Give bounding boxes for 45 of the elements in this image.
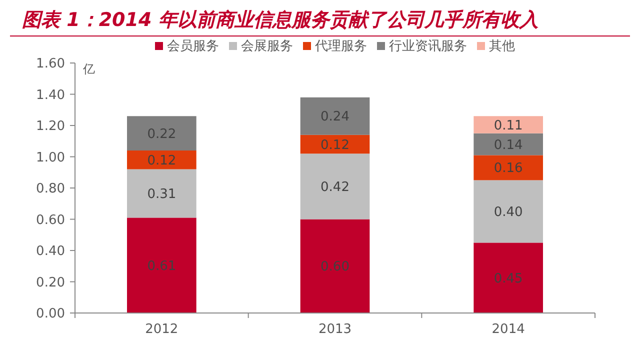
y-tick-label: 0.00 — [36, 306, 65, 322]
data-label: 0.42 — [320, 180, 350, 195]
y-tick-label: 0.60 — [36, 212, 65, 228]
chart-title: 图表 1：2014 年以前商业信息服务贡献了公司几乎所有收入 — [22, 9, 538, 31]
x-tick-label: 2013 — [318, 322, 352, 337]
data-label: 0.24 — [320, 110, 350, 125]
bar — [474, 116, 543, 134]
bar — [300, 134, 370, 154]
data-label: 0.11 — [494, 118, 523, 134]
y-tick-label: 0.40 — [36, 244, 65, 260]
legend-label: 会员服务 — [167, 39, 219, 54]
bar — [127, 116, 196, 150]
data-label: 0.14 — [494, 138, 523, 153]
bar — [300, 219, 370, 313]
bar — [300, 97, 370, 135]
y-tick-label: 1.60 — [36, 56, 65, 72]
legend-label: 代理服务 — [314, 39, 367, 54]
legend-label: 行业资讯服务 — [389, 39, 467, 54]
x-tick-label: 2014 — [492, 322, 525, 337]
bar — [127, 150, 196, 170]
bar — [127, 218, 196, 313]
data-label: 0.31 — [147, 187, 176, 202]
data-label: 0.22 — [147, 126, 176, 142]
y-axis-title: 亿 — [82, 62, 95, 76]
data-label: 0.12 — [147, 153, 176, 168]
bar — [300, 154, 370, 220]
y-tick-label: 1.40 — [36, 88, 65, 103]
data-label: 0.16 — [494, 161, 523, 176]
x-tick-label: 2012 — [145, 322, 178, 337]
data-label: 0.12 — [320, 138, 350, 153]
bar — [474, 180, 543, 243]
y-tick-label: 1.20 — [36, 119, 65, 134]
data-label: 0.60 — [320, 260, 350, 275]
bar — [474, 155, 543, 180]
legend-label: 会展服务 — [241, 39, 293, 54]
data-label: 0.45 — [494, 271, 523, 286]
legend-label: 其他 — [489, 39, 515, 54]
bar — [474, 133, 543, 156]
bar — [474, 242, 543, 313]
data-label: 0.40 — [494, 204, 523, 220]
bar — [127, 169, 196, 218]
y-tick-label: 0.20 — [36, 275, 65, 290]
y-tick-label: 1.00 — [36, 150, 65, 166]
y-tick-label: 0.80 — [36, 182, 65, 197]
data-label: 0.61 — [147, 258, 176, 274]
